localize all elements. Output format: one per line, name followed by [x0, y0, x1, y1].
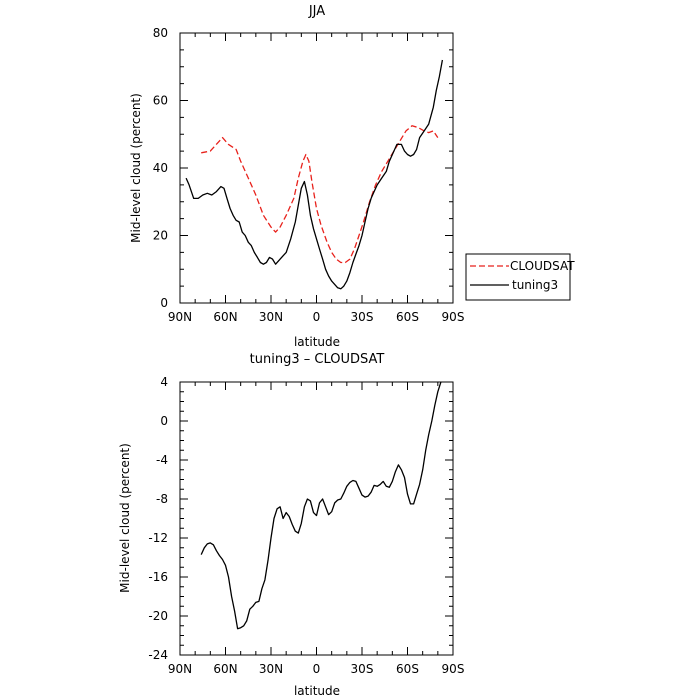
top-x-tick-label: 90S — [442, 310, 465, 324]
bottom-y-tick-label: -8 — [156, 492, 168, 506]
top-y-tick-label: 60 — [153, 94, 168, 108]
top-y-tick-label: 0 — [160, 296, 168, 310]
bottom-y-tick-label: -16 — [148, 570, 168, 584]
legend-label-cloudsat: CLOUDSAT — [510, 259, 575, 273]
top-y-tick-label: 80 — [153, 26, 168, 40]
top-x-tick-label: 30N — [259, 310, 283, 324]
bottom-y-tick-label: -12 — [148, 531, 168, 545]
top-chart-panel: JJA 90N 60N 30N 0 30S 60S 90S 0 20 40 60 80 latitud… — [129, 4, 464, 349]
bottom-y-tick-label: -4 — [156, 453, 168, 467]
bottom-chart-panel: tuning3 – CLOUDSAT 90N 60N 30N 0 30S 60S 90S -2… — [118, 352, 464, 698]
top-x-axis-label: latitude — [294, 335, 340, 349]
top-x-tick-label: 60S — [396, 310, 419, 324]
bottom-chart-title: tuning3 – CLOUDSAT — [250, 352, 385, 367]
bottom-y-axis-label: Mid-level cloud (percent) — [118, 443, 132, 593]
top-series-line-tuning3 — [185, 59, 444, 290]
bottom-x-axis-label: latitude — [294, 684, 340, 698]
bottom-x-tick-label: 60S — [396, 662, 419, 676]
bottom-series-line-difference — [200, 381, 442, 630]
legend-box — [465, 253, 571, 301]
bottom-x-tick-label: 30N — [259, 662, 283, 676]
top-y-axis-label: Mid-level cloud (percent) — [129, 93, 143, 243]
top-x-tick-label: 60N — [213, 310, 237, 324]
bottom-y-tick-label: -20 — [148, 609, 168, 623]
top-x-tick-label: 90N — [168, 310, 192, 324]
top-y-tick-label: 20 — [153, 229, 168, 243]
bottom-y-tick-label: 4 — [160, 375, 168, 389]
top-x-tick-label: 0 — [313, 310, 321, 324]
top-chart-title: JJA — [308, 4, 325, 19]
top-x-tick-label: 30S — [351, 310, 374, 324]
bottom-plot-frame — [179, 381, 454, 656]
bottom-x-tick-label: 60N — [213, 662, 237, 676]
bottom-x-tick-label: 30S — [351, 662, 374, 676]
legend-label-tuning3: tuning3 — [512, 278, 558, 292]
bottom-y-tick-label: -24 — [148, 648, 168, 662]
bottom-x-tick-label: 90N — [168, 662, 192, 676]
legend: CLOUDSAT tuning3 — [465, 253, 575, 301]
bottom-y-tick-label: 0 — [160, 414, 168, 428]
bottom-x-tick-label: 90S — [442, 662, 465, 676]
top-y-tick-label: 40 — [153, 161, 168, 175]
top-plot-frame — [179, 32, 454, 304]
bottom-x-tick-label: 0 — [313, 662, 321, 676]
